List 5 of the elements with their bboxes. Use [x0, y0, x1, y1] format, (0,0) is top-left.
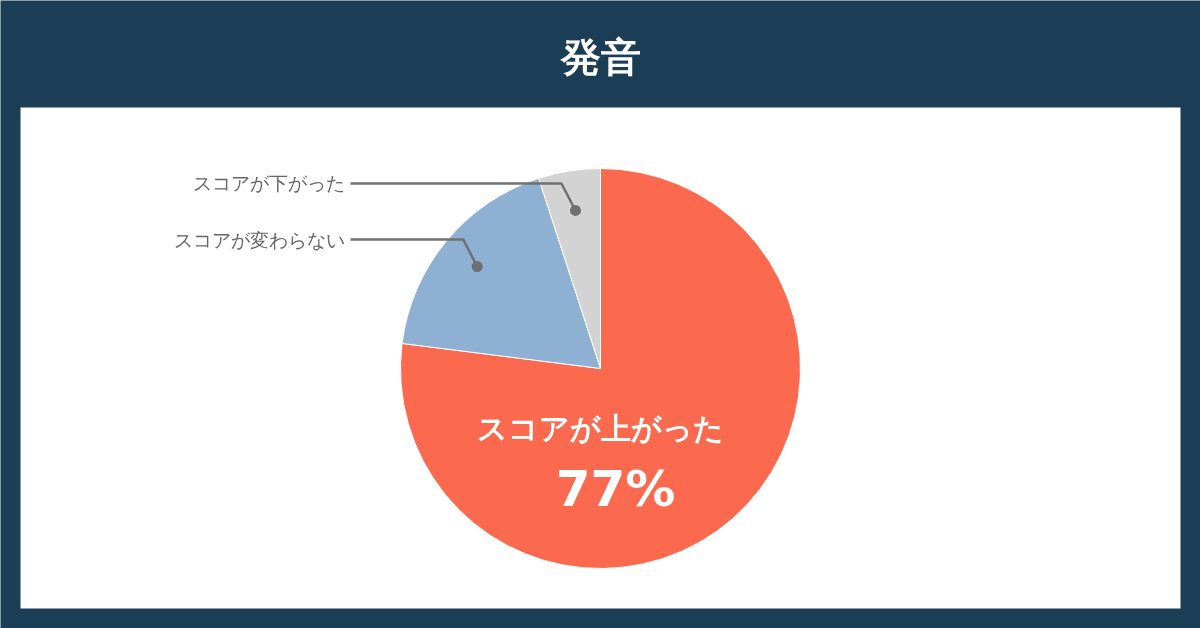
chart-title: 発音	[559, 33, 641, 80]
data-label: 77%	[555, 459, 676, 518]
slice-label: スコアが下がった	[192, 172, 345, 195]
slice-label: スコアが変わらない	[173, 228, 345, 251]
slice-label: スコアが上がった	[477, 411, 724, 446]
